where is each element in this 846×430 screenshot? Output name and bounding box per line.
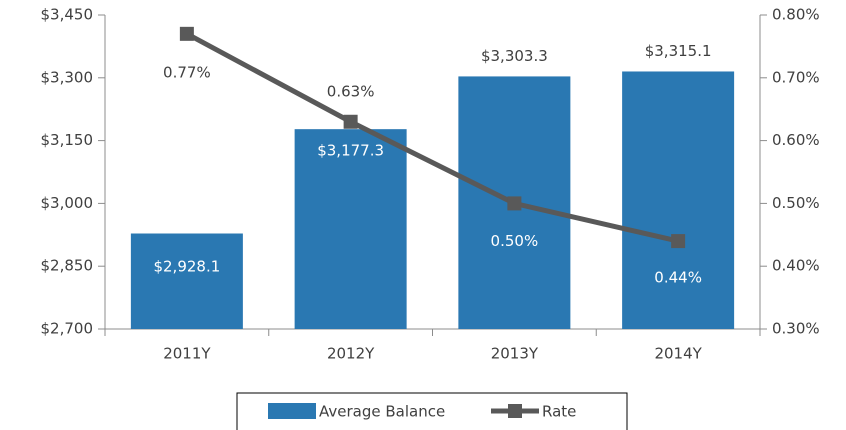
y2-tick-label: 0.50%	[772, 194, 820, 212]
y2-tick-label: 0.60%	[772, 131, 820, 149]
legend-label: Rate	[542, 403, 576, 421]
bar	[130, 233, 243, 329]
y-tick-label: $2,850	[41, 257, 94, 275]
legend-marker	[508, 404, 522, 418]
rate-marker	[671, 234, 686, 249]
rate-value-label: 0.50%	[491, 232, 539, 250]
x-tick-label: 2013Y	[491, 345, 539, 363]
y-tick-label: $3,150	[41, 131, 94, 149]
y-tick-label: $2,700	[41, 320, 94, 338]
y2-tick-label: 0.30%	[772, 320, 820, 338]
rate-marker	[343, 114, 358, 129]
bar-value-label: $3,303.3	[481, 47, 548, 65]
bar-value-label: $2,928.1	[153, 258, 220, 276]
x-tick-label: 2012Y	[327, 345, 375, 363]
rate-marker	[179, 26, 194, 41]
rate-line	[185, 31, 679, 244]
y-tick-label: $3,300	[41, 68, 94, 86]
bar-value-label: $3,315.1	[645, 42, 712, 60]
rate-value-label: 0.77%	[163, 63, 211, 81]
legend-label: Average Balance	[319, 403, 445, 421]
y-tick-label: $3,450	[41, 6, 94, 24]
y-tick-label: $3,000	[41, 194, 94, 212]
bar-value-label: $3,177.3	[317, 142, 384, 160]
legend-swatch	[268, 403, 316, 419]
y2-tick-label: 0.40%	[772, 257, 820, 275]
y2-tick-label: 0.80%	[772, 6, 820, 24]
bar	[294, 129, 407, 329]
bar	[622, 71, 735, 329]
rate-value-label: 0.44%	[654, 269, 702, 287]
rate-value-label: 0.63%	[327, 82, 375, 100]
rate-marker	[507, 196, 522, 211]
x-tick-label: 2011Y	[163, 345, 211, 363]
x-tick-label: 2014Y	[654, 345, 702, 363]
y2-tick-label: 0.70%	[772, 68, 820, 86]
